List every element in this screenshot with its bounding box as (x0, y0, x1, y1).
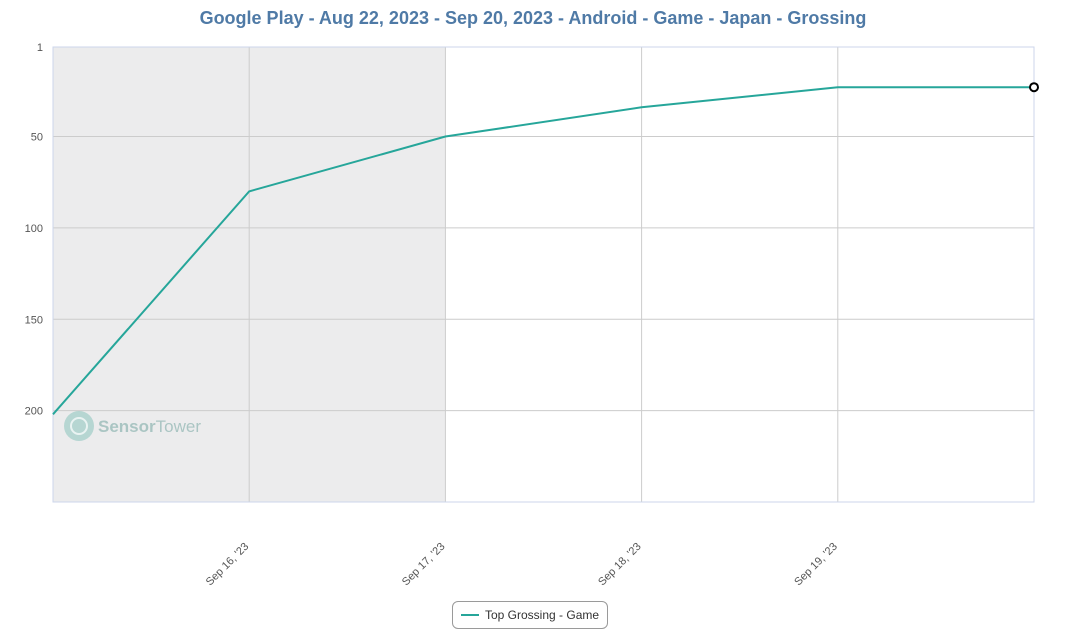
x-tick-label: Sep 17, '23 (400, 541, 448, 589)
watermark-text: SensorTower (98, 417, 201, 436)
y-tick-label: 1 (37, 42, 43, 54)
watermark-text-tower: Tower (156, 417, 202, 436)
series-layer (52, 82, 1039, 415)
x-tick-label: Sep 18, '23 (596, 541, 644, 589)
y-tick-label: 50 (31, 132, 43, 144)
plot-border (52, 46, 1035, 503)
last-point-marker (1029, 82, 1039, 93)
series-line (52, 86, 1034, 415)
y-tick-label: 100 (25, 223, 43, 235)
chart-title: Google Play - Aug 22, 2023 - Sep 20, 202… (199, 8, 867, 28)
x-tick-label: Sep 16, '23 (204, 541, 252, 589)
sensortower-watermark: SensorTower (64, 411, 201, 441)
legend-swatch (461, 614, 479, 616)
watermark-text-sensor: Sensor (98, 417, 156, 436)
y-tick-label: 150 (25, 314, 43, 326)
legend[interactable]: Top Grossing - Game (452, 601, 609, 629)
x-tick-label: Sep 19, '23 (792, 541, 840, 589)
legend-label: Top Grossing - Game (485, 608, 600, 622)
sensortower-logo-icon (64, 411, 94, 441)
y-tick-label: 200 (25, 406, 43, 418)
